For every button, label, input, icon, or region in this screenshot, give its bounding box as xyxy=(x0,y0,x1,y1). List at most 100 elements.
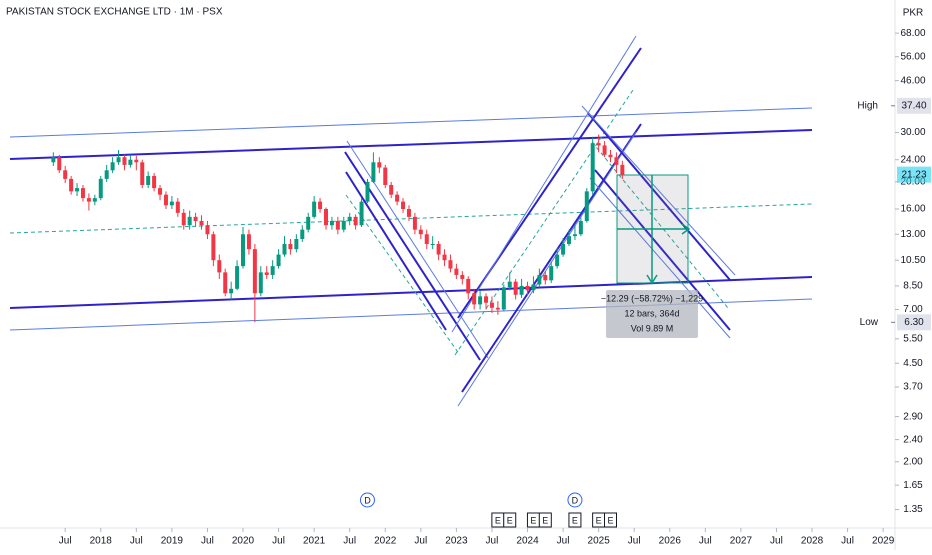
candle-body xyxy=(187,216,192,226)
candle-body xyxy=(329,220,334,226)
channel-line xyxy=(9,276,813,309)
event-label: E xyxy=(607,515,613,525)
price-label-name: High xyxy=(857,100,878,111)
candle-body xyxy=(110,162,115,171)
channel-line xyxy=(589,177,731,339)
candle-body xyxy=(448,260,453,269)
event-marker xyxy=(538,512,552,528)
candle-body xyxy=(92,198,97,202)
y-tick-label: 2.40 xyxy=(903,434,923,445)
candle-body xyxy=(276,254,281,267)
y-tick-label: 1.35 xyxy=(903,504,923,515)
candle-body xyxy=(211,234,216,261)
candle-body xyxy=(306,216,311,230)
x-tick-label: Jul xyxy=(272,536,285,547)
candle-body xyxy=(442,254,447,261)
candle-body xyxy=(288,243,293,250)
candle-body xyxy=(602,145,607,155)
candle-body xyxy=(318,201,323,210)
y-tick-label: 30.00 xyxy=(900,127,925,138)
channel-line xyxy=(587,112,731,281)
candle-body xyxy=(614,157,619,165)
x-tick-label: Jul xyxy=(699,536,712,547)
x-tick-label: 2029 xyxy=(872,536,895,547)
candle-body xyxy=(531,284,536,291)
candle-body xyxy=(377,162,382,168)
candle-body xyxy=(270,266,275,275)
candle-body xyxy=(163,194,168,206)
y-tick-label: 16.00 xyxy=(900,204,925,215)
x-tick-label: 2022 xyxy=(374,536,397,547)
y-tick-label: 3.70 xyxy=(903,382,923,393)
candle-body xyxy=(359,201,364,226)
x-tick-label: Jul xyxy=(841,536,854,547)
channel-line xyxy=(454,89,634,356)
y-tick-label: 46.00 xyxy=(900,75,925,86)
event-marker xyxy=(503,512,517,528)
candle-body xyxy=(205,225,210,235)
candle-body xyxy=(596,143,601,146)
candle-body xyxy=(584,191,589,221)
event-marker xyxy=(567,492,583,508)
candle-body xyxy=(140,162,145,185)
candle-body xyxy=(152,175,157,189)
x-tick-label: Jul xyxy=(486,536,499,547)
channel-line xyxy=(457,131,637,407)
candle-body xyxy=(424,234,429,244)
candle-body xyxy=(501,287,506,310)
candle-body xyxy=(519,285,524,295)
candle-body xyxy=(365,181,370,202)
candle-body xyxy=(525,285,530,291)
x-tick-label: 2024 xyxy=(516,536,539,547)
measure-tooltip xyxy=(606,290,698,338)
candle-body xyxy=(104,170,109,179)
candle-body xyxy=(495,307,500,310)
y-tick-label: 68.00 xyxy=(900,28,925,39)
candle-body xyxy=(217,260,222,273)
event-label: E xyxy=(530,515,536,525)
candle-body xyxy=(478,296,483,305)
y-tick-label: 24.00 xyxy=(900,154,925,165)
price-label: 37.40 xyxy=(901,100,926,111)
candle-body xyxy=(454,268,459,275)
x-tick-label: 2021 xyxy=(303,536,326,547)
y-tick-label: 13.00 xyxy=(900,229,925,240)
candle-body xyxy=(472,293,477,305)
candle-body xyxy=(572,234,577,237)
x-tick-label: 2026 xyxy=(659,536,682,547)
x-tick-label: Jul xyxy=(414,536,427,547)
channel-line xyxy=(9,129,813,160)
x-tick-label: 2028 xyxy=(801,536,824,547)
candle-body xyxy=(294,239,299,250)
candle-body xyxy=(513,281,518,295)
candle-body xyxy=(116,157,121,163)
candle-body xyxy=(122,157,127,165)
candle-body xyxy=(507,281,512,288)
price-label-name: Low xyxy=(860,317,879,328)
candle-body xyxy=(235,266,240,289)
candle-body xyxy=(466,278,471,294)
x-tick-label: Jul xyxy=(557,536,570,547)
candle-body xyxy=(578,220,583,235)
x-tick-label: 2023 xyxy=(445,536,468,547)
price-label-box xyxy=(897,314,931,331)
price-label-box xyxy=(897,97,931,114)
candle-body xyxy=(264,272,269,275)
event-label: E xyxy=(507,515,513,525)
candle-body xyxy=(146,175,151,185)
candle-body xyxy=(608,154,613,158)
measure-arrowhead xyxy=(681,223,691,235)
candle-body xyxy=(395,194,400,202)
candle-body xyxy=(567,236,572,244)
candle-body xyxy=(63,170,68,179)
candle-body xyxy=(57,157,62,171)
channel-line xyxy=(461,123,642,393)
candle-body xyxy=(335,220,340,230)
last-price-box xyxy=(897,166,931,183)
candle-body xyxy=(80,188,85,199)
candle-body xyxy=(98,178,103,199)
measure-text: −12.29 (−58.72%) −1,229 xyxy=(601,293,703,303)
candle-body xyxy=(300,229,305,240)
event-marker xyxy=(603,512,617,528)
candle-body xyxy=(341,220,346,230)
